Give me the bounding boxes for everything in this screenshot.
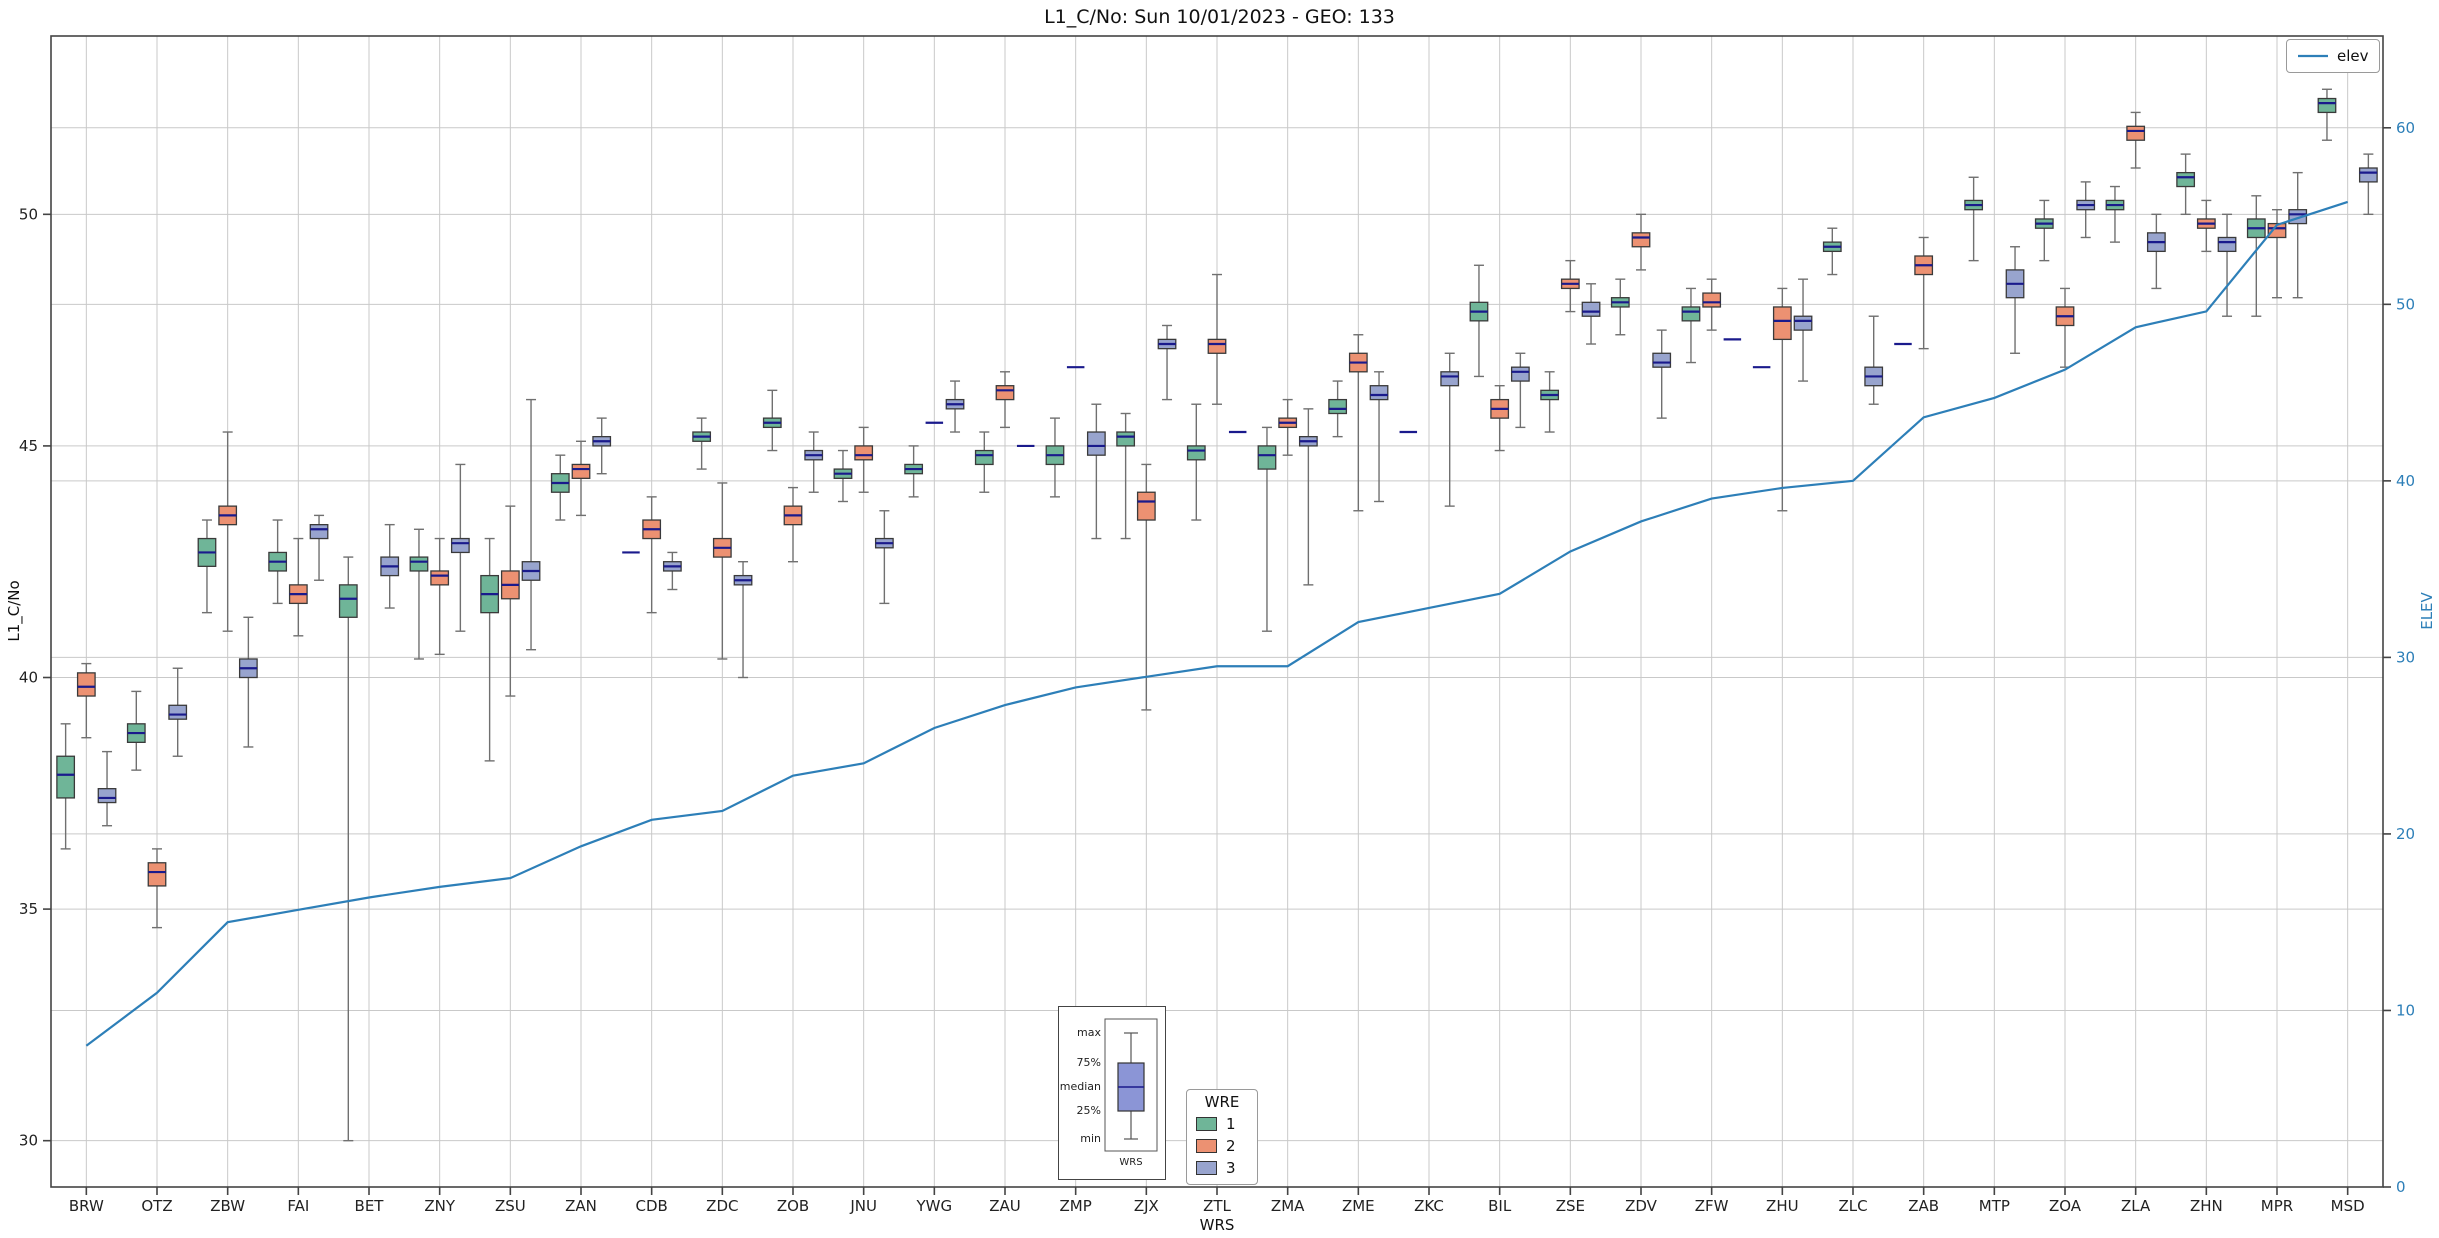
elev-line-layer — [85, 200, 2349, 1047]
svg-text:MPR: MPR — [2261, 1197, 2293, 1215]
svg-text:min: min — [1080, 1132, 1101, 1145]
svg-text:ZBW: ZBW — [210, 1197, 245, 1215]
chart-title: L1_C/No: Sun 10/01/2023 - GEO: 133 — [1044, 6, 1395, 28]
svg-text:30: 30 — [2396, 648, 2415, 666]
svg-text:ZMP: ZMP — [1060, 1197, 1092, 1215]
svg-text:ZDC: ZDC — [706, 1197, 738, 1215]
axes-layer: 30 35 40 45 50 0 10 20 30 40 50 60 BRW OTZ ZBW FAI BET ZN… — [19, 35, 2415, 1215]
wre-item-label: 2 — [1226, 1137, 1236, 1155]
wre-legend-items: 1 2 3 — [1187, 1113, 1257, 1179]
svg-text:50: 50 — [19, 205, 38, 223]
boxplot-anatomy-inset: max 75% median 25% min WRS — [1058, 1006, 1166, 1180]
svg-text:median: median — [1060, 1080, 1101, 1093]
svg-text:ZAB: ZAB — [1908, 1197, 1939, 1215]
svg-text:WRS: WRS — [1119, 1157, 1142, 1168]
svg-text:30: 30 — [19, 1132, 38, 1150]
svg-text:ZHN: ZHN — [2190, 1197, 2223, 1215]
svg-text:ZSU: ZSU — [495, 1197, 526, 1215]
svg-text:ZDV: ZDV — [1625, 1197, 1658, 1215]
svg-text:BIL: BIL — [1488, 1197, 1512, 1215]
wre-swatch — [1196, 1139, 1217, 1153]
svg-text:ZAN: ZAN — [565, 1197, 597, 1215]
svg-text:45: 45 — [19, 437, 38, 455]
svg-text:35: 35 — [19, 900, 38, 918]
svg-text:0: 0 — [2396, 1178, 2406, 1196]
svg-text:ZME: ZME — [1342, 1197, 1375, 1215]
svg-text:OTZ: OTZ — [141, 1197, 172, 1215]
wre-swatch — [1196, 1161, 1217, 1175]
svg-text:40: 40 — [19, 669, 38, 687]
boxplot-anatomy-diagram: max 75% median 25% min WRS — [1060, 1018, 1158, 1168]
svg-text:ZKC: ZKC — [1414, 1197, 1444, 1215]
grid-layer — [51, 36, 2383, 1187]
wre-item-label: 1 — [1226, 1115, 1236, 1133]
boxplots-layer — [56, 88, 2378, 1142]
elev-line-swatch — [2298, 54, 2328, 58]
svg-text:10: 10 — [2396, 1001, 2415, 1019]
svg-text:YWG: YWG — [916, 1197, 953, 1215]
svg-text:ZHU: ZHU — [1766, 1197, 1799, 1215]
elev-legend: elev — [2286, 39, 2380, 73]
svg-text:MSD: MSD — [2331, 1197, 2365, 1215]
svg-text:ZLA: ZLA — [2121, 1197, 2151, 1215]
svg-text:FAI: FAI — [287, 1197, 309, 1215]
wre-legend-item: 3 — [1187, 1157, 1257, 1179]
wre-legend-item: 2 — [1187, 1135, 1257, 1157]
svg-text:ZOA: ZOA — [2049, 1197, 2082, 1215]
svg-text:max: max — [1077, 1026, 1101, 1039]
wre-swatch — [1196, 1117, 1217, 1131]
svg-text:ZNY: ZNY — [424, 1197, 455, 1215]
svg-text:ZAU: ZAU — [989, 1197, 1021, 1215]
svg-text:40: 40 — [2396, 472, 2415, 490]
wre-legend-title: WRE — [1204, 1093, 1240, 1111]
x-axis-label: WRS — [1199, 1216, 1235, 1234]
svg-text:BET: BET — [355, 1197, 385, 1215]
svg-text:ZFW: ZFW — [1695, 1197, 1729, 1215]
svg-text:MTP: MTP — [1979, 1197, 2010, 1215]
svg-text:JNU: JNU — [849, 1197, 877, 1215]
wre-legend-item: 1 — [1187, 1113, 1257, 1135]
svg-text:ZJX: ZJX — [1134, 1197, 1159, 1215]
svg-text:ZOB: ZOB — [777, 1197, 809, 1215]
wre-item-label: 3 — [1226, 1159, 1236, 1177]
svg-text:CDB: CDB — [636, 1197, 668, 1215]
wre-legend: WRE 1 2 3 — [1186, 1089, 1258, 1185]
elev-legend-label: elev — [2337, 47, 2369, 65]
svg-text:ZLC: ZLC — [1838, 1197, 1867, 1215]
svg-text:20: 20 — [2396, 825, 2415, 843]
svg-text:60: 60 — [2396, 119, 2415, 137]
svg-text:BRW: BRW — [69, 1197, 104, 1215]
svg-text:75%: 75% — [1077, 1056, 1101, 1069]
svg-text:ZTL: ZTL — [1203, 1197, 1231, 1215]
svg-text:25%: 25% — [1077, 1104, 1101, 1117]
svg-text:ZMA: ZMA — [1271, 1197, 1305, 1215]
svg-text:50: 50 — [2396, 295, 2415, 313]
svg-text:ZSE: ZSE — [1556, 1197, 1585, 1215]
